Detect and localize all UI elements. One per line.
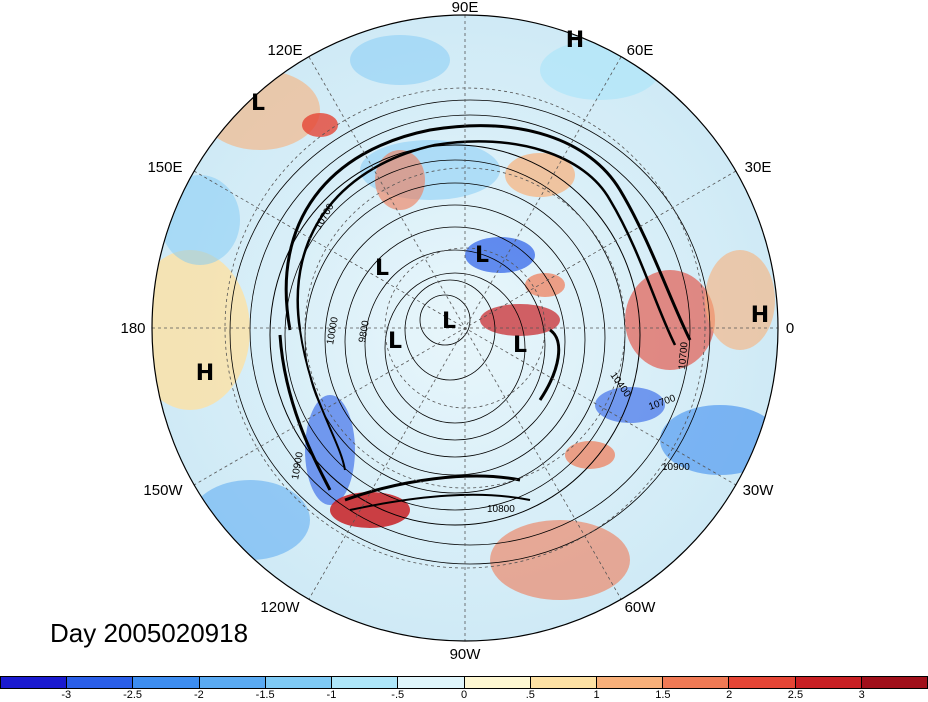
colorbar-box [332,677,399,688]
colorbar-box [663,677,730,688]
colorbar-ticks: -3 -2.5 -2 -1.5 -1 -.5 0 .5 1 1.5 2 2.5 3 [0,689,928,702]
map-border [151,14,779,642]
low-center-marker: L [388,329,402,354]
contour-label: 10900 [290,451,306,481]
map-title: Day 2005020918 [50,618,249,648]
lon-label-90e: 90E [452,0,479,16]
colorbar-box [265,677,333,688]
graticule [152,15,778,641]
lon-label-0: 0 [786,320,794,337]
colorbar-tick-label: 2.5 [787,689,804,701]
colorbar-tick-label: -2.5 [123,689,143,701]
lon-label-90w: 90W [450,646,482,663]
colorbar-box [795,677,862,688]
colorbar-box [398,677,465,688]
lon-label-180: 180 [120,320,145,337]
colorbar-box [199,677,266,688]
low-center-marker: L [475,243,489,268]
polar-map: 90E 60E 30E 0 30W 60W 90W 120W 150W 180 … [120,0,794,663]
contour-label: 10900 [662,462,690,473]
colorbar-box [530,677,597,688]
lon-label-60e: 60E [627,42,654,59]
colorbar-box [596,677,664,688]
colorbar-tick-label: -1 [326,689,337,701]
colorbar-box [67,677,134,688]
low-center-marker: L [513,333,527,358]
high-center-marker: H [751,303,769,328]
contour-label: 9800 [357,319,372,343]
lon-label-30w: 30W [743,482,775,499]
colorbar-tick-label: 2 [726,689,733,701]
colorbar-boxes [0,676,928,689]
colorbar-tick-label: .5 [525,689,535,701]
low-center-marker: L [251,91,265,116]
colorbar-box [729,677,796,688]
low-center-marker: L [442,309,456,334]
colorbar-tick-label: -2 [193,689,204,701]
colorbar-box [464,677,531,688]
colorbar-tick-label: -1.5 [255,689,275,701]
lon-label-150w: 150W [143,482,183,499]
colorbar-box [861,677,928,688]
high-center-marker: H [566,28,584,53]
lon-label-120w: 120W [260,599,300,616]
colorbar-tick-label: -3 [61,689,72,701]
contour-label: 10800 [487,504,515,515]
colorbar-tick-label: 0 [460,689,468,701]
colorbar-box [1,677,68,688]
colorbar-tick-label: 3 [858,689,865,701]
colorbar-tick-label: 1.5 [655,689,671,701]
low-center-marker: L [375,256,389,281]
colorbar-box [133,677,200,688]
high-center-marker: H [196,361,214,386]
contour-label: 10700 [677,341,690,370]
lon-label-60w: 60W [625,599,657,616]
colorbar: -3 -2.5 -2 -1.5 -1 -.5 0 .5 1 1.5 2 2.5 3 [0,676,928,702]
lon-label-120e: 120E [267,42,302,59]
colorbar-tick-label: -.5 [391,689,405,701]
colorbar-tick-label: 1 [593,689,600,701]
contour-label: 10000 [325,316,341,346]
lon-label-150e: 150E [147,159,182,176]
height-contours [229,99,711,565]
lon-label-30e: 30E [745,159,772,176]
